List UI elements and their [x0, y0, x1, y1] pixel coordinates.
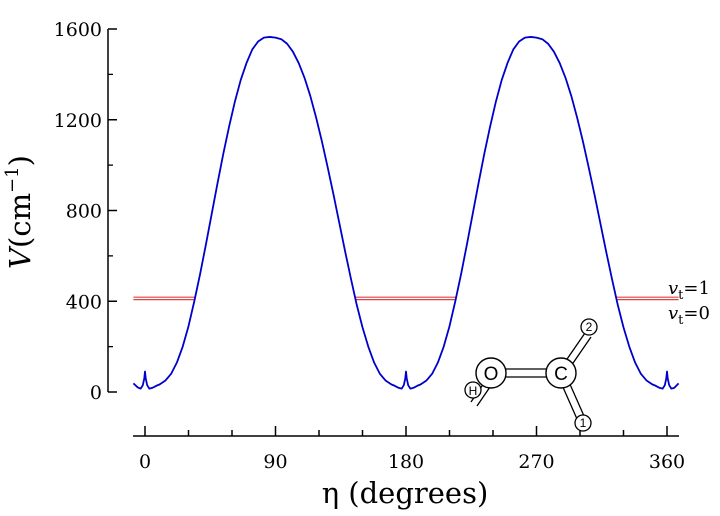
x-axis-title: η (degrees)	[322, 476, 489, 510]
y-axis-title-symbol: V	[3, 245, 37, 269]
y-axis-title-unit: (cm	[3, 193, 37, 248]
molecule-diagram: O C H 2 1	[464, 318, 598, 432]
atom-2	[580, 318, 598, 336]
atom-o-label: O	[484, 364, 499, 385]
atom-2-label: 2	[586, 320, 593, 334]
atom-1-label: 1	[580, 416, 587, 430]
x-tick-label: 360	[649, 451, 685, 473]
energy-level-label: vt=1	[668, 278, 710, 303]
x-tick-label: 270	[518, 451, 554, 473]
energy-level-label: vt=0	[668, 303, 710, 328]
y-axis-title-exponent: −1	[2, 166, 23, 193]
atom-o	[475, 357, 507, 389]
x-tick-label: 0	[139, 451, 151, 473]
bond-c-2	[564, 332, 592, 367]
series-layer	[132, 36, 680, 390]
atom-c	[545, 357, 577, 389]
y-axis-title: V(cm−1)	[2, 155, 37, 269]
y-axis: 0 400 800 1200 1600	[54, 19, 117, 404]
y-axis-title-close: )	[3, 155, 37, 166]
series-line-potential	[132, 36, 680, 390]
y-tick-label: 1200	[54, 110, 102, 132]
y-tick-label: 400	[66, 291, 102, 313]
bond-o-c	[504, 368, 549, 378]
atom-c-label: C	[554, 364, 568, 385]
y-tick-label: 0	[90, 382, 102, 404]
y-tick-label: 800	[66, 201, 102, 223]
energy-levels: vt=1vt=0	[133, 278, 710, 328]
atom-1	[574, 414, 592, 432]
y-tick-label: 1600	[54, 19, 102, 41]
atom-h-label: H	[469, 384, 478, 398]
atom-h	[464, 381, 482, 399]
x-axis: 0 90 180 270 360	[133, 426, 685, 473]
x-tick-label: 180	[388, 451, 424, 473]
bond-c-1	[561, 381, 585, 420]
x-tick-label: 90	[263, 451, 287, 473]
